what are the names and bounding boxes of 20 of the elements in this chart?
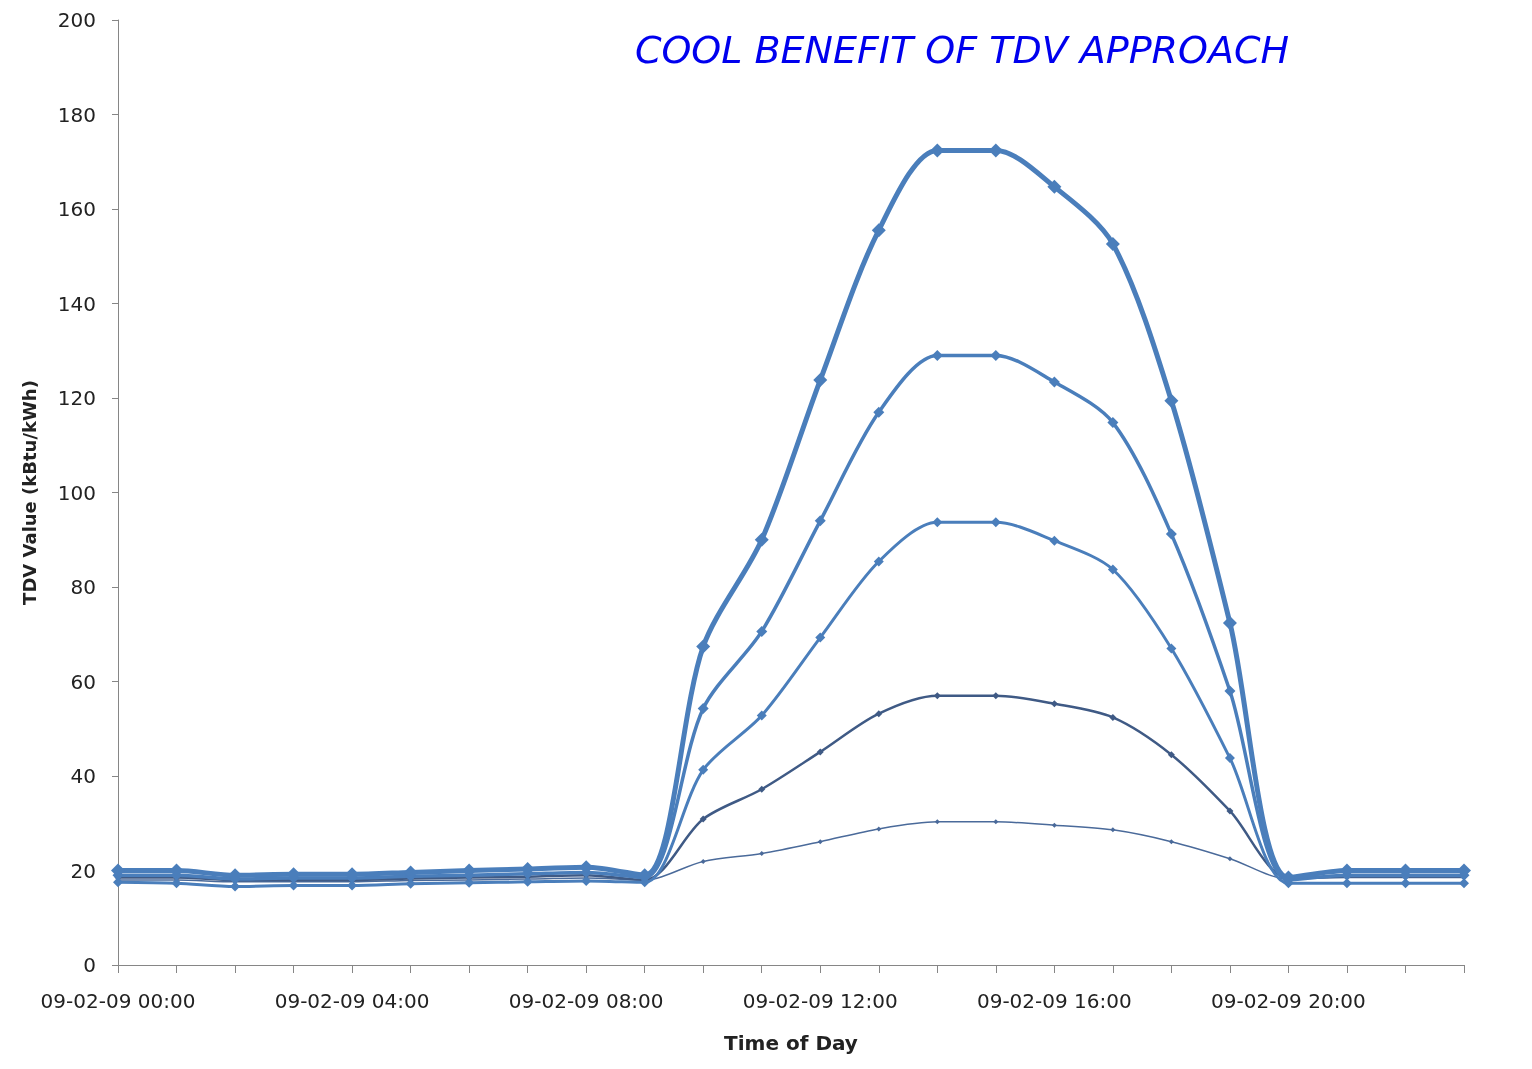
x-tick-label: 09-02-09 00:00 bbox=[40, 989, 196, 1013]
x-tick-label: 09-02-09 04:00 bbox=[274, 989, 430, 1013]
y-tick-label: 120 bbox=[57, 386, 96, 410]
y-tick-label: 160 bbox=[57, 197, 96, 221]
x-tick-label: 09-02-09 08:00 bbox=[508, 989, 664, 1013]
y-tick-label: 180 bbox=[57, 102, 96, 127]
y-tick-label: 200 bbox=[57, 8, 96, 32]
x-axis-title: Time of Day bbox=[724, 1031, 858, 1055]
y-tick-label: 100 bbox=[57, 480, 96, 505]
y-tick-label: 60 bbox=[70, 669, 96, 694]
y-axis-title: TDV Value (kBtu/kWh) bbox=[18, 380, 40, 605]
chart-title: COOL BENEFIT OF TDV APPROACH bbox=[634, 28, 1289, 72]
y-tick-label: 140 bbox=[57, 291, 96, 316]
y-tick-label: 80 bbox=[70, 575, 96, 599]
x-tick-label: 09-02-09 16:00 bbox=[976, 989, 1132, 1013]
y-tick-label: 40 bbox=[70, 764, 96, 788]
x-tick-label: 09-02-09 12:00 bbox=[742, 989, 898, 1013]
y-tick-label: 20 bbox=[70, 858, 96, 883]
x-tick-label: 09-02-09 20:00 bbox=[1211, 989, 1366, 1013]
y-tick-label: 0 bbox=[83, 953, 96, 977]
